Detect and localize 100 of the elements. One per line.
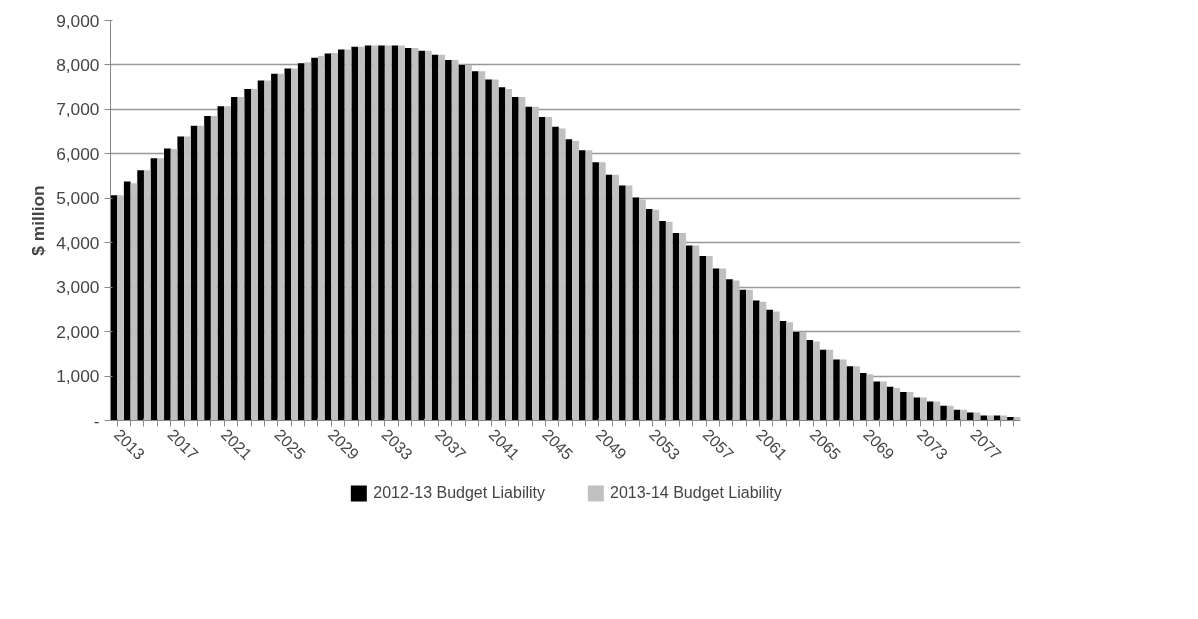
bar	[726, 279, 733, 421]
bar	[766, 309, 773, 421]
bar	[177, 136, 185, 421]
bar	[123, 181, 131, 421]
y-tick-label: 9,000	[56, 10, 100, 31]
bar	[706, 256, 713, 421]
bar	[652, 209, 660, 421]
legend-label: 2012-13 Budget Liability	[373, 484, 545, 502]
bar	[471, 71, 479, 421]
bar	[117, 195, 124, 421]
y-tick-label: 5,000	[56, 188, 100, 209]
bar	[598, 162, 606, 421]
bar	[786, 322, 793, 421]
bar	[424, 50, 432, 421]
bar	[157, 158, 165, 421]
bar	[284, 68, 292, 421]
bar	[331, 52, 338, 421]
bar	[498, 87, 506, 421]
bar	[384, 45, 392, 421]
bar	[960, 409, 967, 421]
bar	[772, 311, 780, 421]
bar	[210, 116, 218, 421]
bar	[197, 125, 205, 421]
y-tick-label: 4,000	[56, 232, 100, 253]
y-tick-label: 6,000	[56, 143, 100, 164]
bar	[913, 397, 921, 421]
bar	[150, 158, 158, 421]
bar	[699, 256, 707, 421]
bar	[418, 50, 425, 421]
bar	[491, 79, 499, 421]
bar	[130, 183, 138, 421]
bar	[478, 71, 486, 421]
bar	[632, 197, 640, 421]
bar	[311, 57, 318, 421]
bar	[946, 405, 954, 421]
bar	[465, 64, 472, 421]
bar	[619, 185, 626, 421]
bar	[893, 388, 901, 421]
bar	[143, 170, 151, 421]
bar	[364, 45, 372, 421]
bar	[224, 106, 231, 421]
y-tick-label: 7,000	[56, 99, 100, 120]
bar	[538, 116, 546, 421]
bar	[920, 397, 927, 421]
legend-label: 2013-14 Budget Liability	[610, 484, 782, 502]
bar	[271, 73, 278, 421]
bar	[532, 106, 539, 421]
bar	[625, 185, 633, 421]
bar	[391, 45, 399, 421]
bar	[692, 245, 700, 421]
bar	[665, 221, 673, 421]
bar	[137, 170, 144, 421]
bar	[859, 372, 867, 421]
bar	[485, 79, 492, 421]
bar	[578, 150, 586, 421]
bar	[545, 116, 553, 421]
bar	[244, 88, 252, 421]
bar	[612, 174, 620, 421]
bar	[184, 136, 191, 421]
bar	[746, 289, 753, 421]
bar	[853, 366, 860, 421]
bar	[164, 148, 171, 421]
bar	[793, 332, 800, 421]
bar	[873, 381, 880, 421]
y-tick-label: 2,000	[56, 321, 100, 342]
bar	[639, 199, 646, 421]
bar	[351, 46, 359, 421]
bar	[378, 45, 385, 421]
bar	[525, 106, 533, 421]
y-tick-label: 8,000	[56, 54, 100, 75]
bar	[338, 49, 345, 421]
bar	[371, 45, 379, 421]
bar	[900, 392, 907, 421]
bar	[585, 150, 593, 421]
bar	[358, 46, 365, 421]
bar	[752, 300, 760, 421]
bar	[685, 245, 693, 421]
bar	[558, 128, 566, 421]
bar	[511, 96, 519, 421]
bar	[518, 96, 526, 421]
bar	[204, 116, 211, 421]
bar	[505, 88, 512, 421]
bar	[404, 48, 412, 421]
bar	[324, 53, 332, 421]
y-tick-label: -	[93, 410, 100, 431]
bar	[679, 232, 686, 421]
bar	[940, 405, 947, 421]
bar	[438, 54, 446, 421]
bar	[317, 56, 325, 421]
bar	[833, 359, 840, 421]
bar	[251, 88, 258, 421]
bar	[445, 60, 452, 421]
bar	[264, 80, 272, 421]
bar	[552, 126, 559, 421]
y-tick-label: 3,000	[56, 277, 100, 298]
bar	[291, 68, 298, 421]
bar	[451, 60, 459, 421]
bar	[813, 341, 820, 421]
bar	[719, 268, 727, 421]
bar	[297, 63, 305, 421]
